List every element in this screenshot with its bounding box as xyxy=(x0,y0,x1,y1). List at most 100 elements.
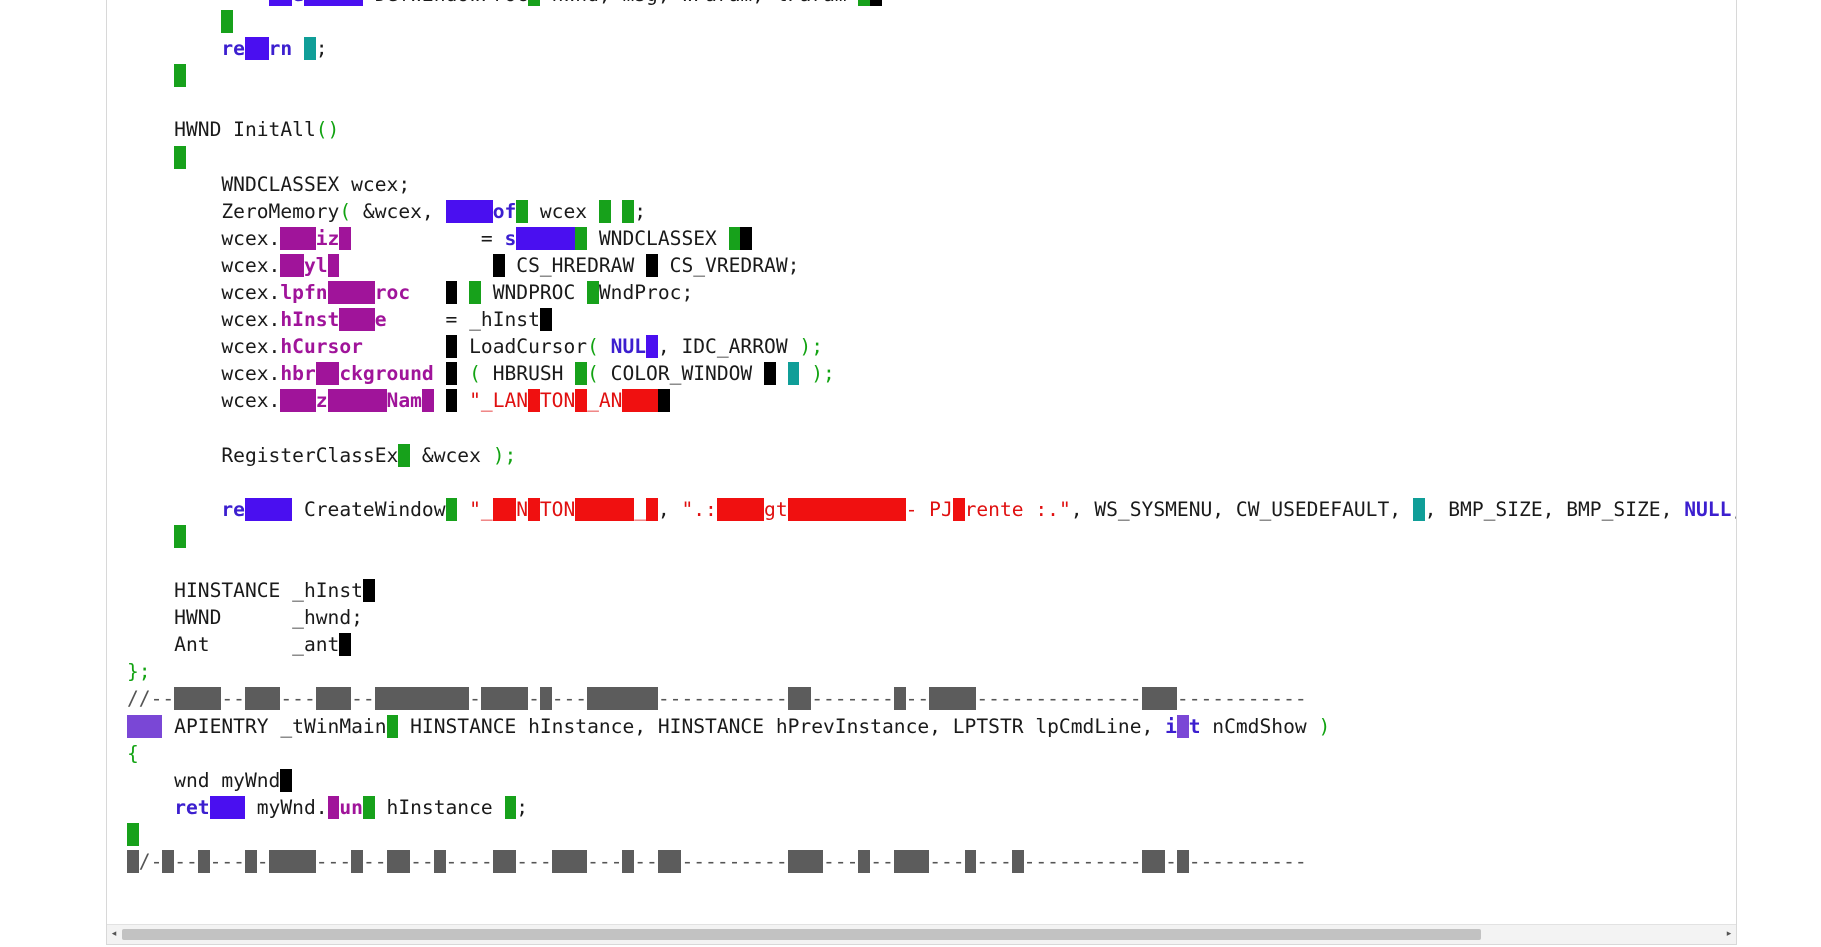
code-token: rente :." xyxy=(964,497,1071,521)
code-token: , WS_SYSMENU, CW_USEDEFAULT, xyxy=(1070,497,1413,521)
scrollbar-thumb[interactable] xyxy=(122,929,1481,940)
code-token: = _hInst xyxy=(386,308,540,332)
code-token: TON xyxy=(539,497,576,521)
code-token: N xyxy=(516,497,529,521)
code-token xyxy=(445,335,458,359)
code-token xyxy=(351,850,363,873)
code-token xyxy=(858,0,871,6)
code-token: TON xyxy=(539,389,576,413)
code-line: RegisterClassEx &wcex ); xyxy=(127,442,1736,469)
code-token xyxy=(327,281,375,305)
scroll-left-icon[interactable]: ◂ xyxy=(111,929,117,939)
code-token: APIENTRY _tWinMain xyxy=(162,714,387,738)
code-token xyxy=(339,308,375,332)
code-token xyxy=(197,850,210,873)
code-token: --- xyxy=(823,850,859,873)
code-line: wcex. yl CS_HREDRAW CS_VREDRAW; xyxy=(127,252,1736,279)
code-token: , BMP_SIZE, BMP_SIZE, xyxy=(1424,497,1685,521)
code-token xyxy=(787,687,812,711)
code-token xyxy=(174,64,186,88)
code-token xyxy=(127,146,174,169)
code-token: NUL xyxy=(610,335,647,359)
code-token xyxy=(303,0,363,6)
code-line: wnd myWnd xyxy=(127,767,1736,794)
code-token xyxy=(728,226,741,250)
code-token xyxy=(362,579,375,603)
code-token: --- xyxy=(929,850,965,873)
code-token: _AN xyxy=(587,389,623,413)
code-token: wcex. xyxy=(127,362,281,386)
code-token: -------------- xyxy=(976,687,1142,711)
code-token xyxy=(280,389,316,413)
code-token: = xyxy=(351,226,505,250)
code-token: --- xyxy=(587,850,623,873)
horizontal-scrollbar[interactable]: ◂ ▸ xyxy=(107,924,1736,944)
code-token: WNDPROC xyxy=(480,281,588,305)
code-token xyxy=(339,633,352,657)
code-token: HBRUSH xyxy=(480,362,576,386)
code-token xyxy=(599,335,611,358)
code-token xyxy=(528,497,540,521)
code-token: ret xyxy=(174,795,210,819)
code-token xyxy=(339,226,352,250)
code-token xyxy=(575,362,588,386)
code-token: RegisterClassEx xyxy=(127,443,399,467)
code-token xyxy=(799,362,811,385)
code-block[interactable]: e DefWindowProc hWnd, msg, wParam, lPara… xyxy=(127,0,1736,875)
code-line: WNDCLASSEX wcex; xyxy=(127,171,1736,198)
code-line: /- -- --- - --- -- -- ---- --- --- -- --… xyxy=(127,848,1736,875)
code-line: APIENTRY _tWinMain HINSTANCE hInstance, … xyxy=(127,713,1736,740)
code-token xyxy=(327,253,340,277)
code-token: lpfn xyxy=(280,281,328,305)
code-line: }; xyxy=(127,658,1736,685)
code-token: Nam xyxy=(386,389,422,413)
code-token: //-- xyxy=(127,687,175,711)
code-token xyxy=(740,226,753,250)
code-token xyxy=(480,687,529,711)
code-token: _ xyxy=(634,497,647,521)
code-token xyxy=(622,389,658,413)
code-token: { xyxy=(127,741,139,765)
code-token: ------- xyxy=(811,687,894,711)
code-token: --- xyxy=(516,850,552,873)
code-token xyxy=(964,850,977,873)
code-token: re xyxy=(221,497,245,521)
code-token xyxy=(362,795,375,819)
code-line: HWND InitAll() xyxy=(127,116,1736,143)
code-token xyxy=(127,822,139,846)
code-token: ---------- xyxy=(1023,850,1142,873)
code-token xyxy=(280,226,316,250)
code-token: e xyxy=(374,308,387,332)
code-token: HWND _hwnd; xyxy=(127,606,363,630)
code-token: ZeroMemory xyxy=(127,199,340,223)
code-token xyxy=(421,389,434,413)
code-token: HINSTANCE _hInst xyxy=(127,579,363,603)
code-token: hInst xyxy=(280,308,340,332)
code-token xyxy=(268,0,293,6)
code-token xyxy=(1176,850,1189,873)
code-token xyxy=(893,850,930,873)
code-token: &wcex xyxy=(410,443,493,467)
code-line: HWND _hwnd; xyxy=(127,604,1736,631)
code-token: CS_VREDRAW; xyxy=(657,253,800,277)
code-token xyxy=(787,497,906,521)
code-token: yl xyxy=(303,253,328,277)
code-token xyxy=(858,850,871,873)
code-token: }; xyxy=(127,660,151,684)
code-token: , xyxy=(1731,498,1736,521)
code-viewer[interactable]: e DefWindowProc hWnd, msg, wParam, lPara… xyxy=(106,0,1737,945)
code-token: z xyxy=(315,389,328,413)
code-token: , IDC_ARROW xyxy=(657,335,800,359)
code-token: COLOR_WINDOW xyxy=(598,362,765,386)
code-token xyxy=(504,795,517,819)
code-token: ( xyxy=(587,362,599,386)
code-token xyxy=(893,687,906,711)
code-token xyxy=(327,389,387,413)
code-token: t xyxy=(1188,714,1201,738)
code-token xyxy=(174,687,222,711)
scroll-right-icon[interactable]: ▸ xyxy=(1726,929,1732,939)
code-line xyxy=(127,550,1736,577)
code-token xyxy=(445,281,458,305)
code-token: ; xyxy=(315,37,328,61)
code-token xyxy=(646,253,658,277)
